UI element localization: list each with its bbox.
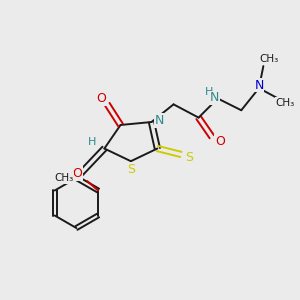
Text: CH₃: CH₃: [54, 173, 73, 183]
Text: S: S: [185, 151, 193, 164]
Text: H: H: [88, 137, 96, 147]
Text: S: S: [127, 163, 135, 176]
Text: CH₃: CH₃: [276, 98, 295, 108]
Text: O: O: [215, 135, 225, 148]
Text: N: N: [155, 114, 164, 127]
Text: H: H: [205, 87, 214, 97]
Text: CH₃: CH₃: [260, 54, 279, 64]
Text: O: O: [73, 167, 82, 180]
Text: N: N: [209, 92, 219, 104]
Text: O: O: [96, 92, 106, 105]
Text: N: N: [254, 79, 264, 92]
